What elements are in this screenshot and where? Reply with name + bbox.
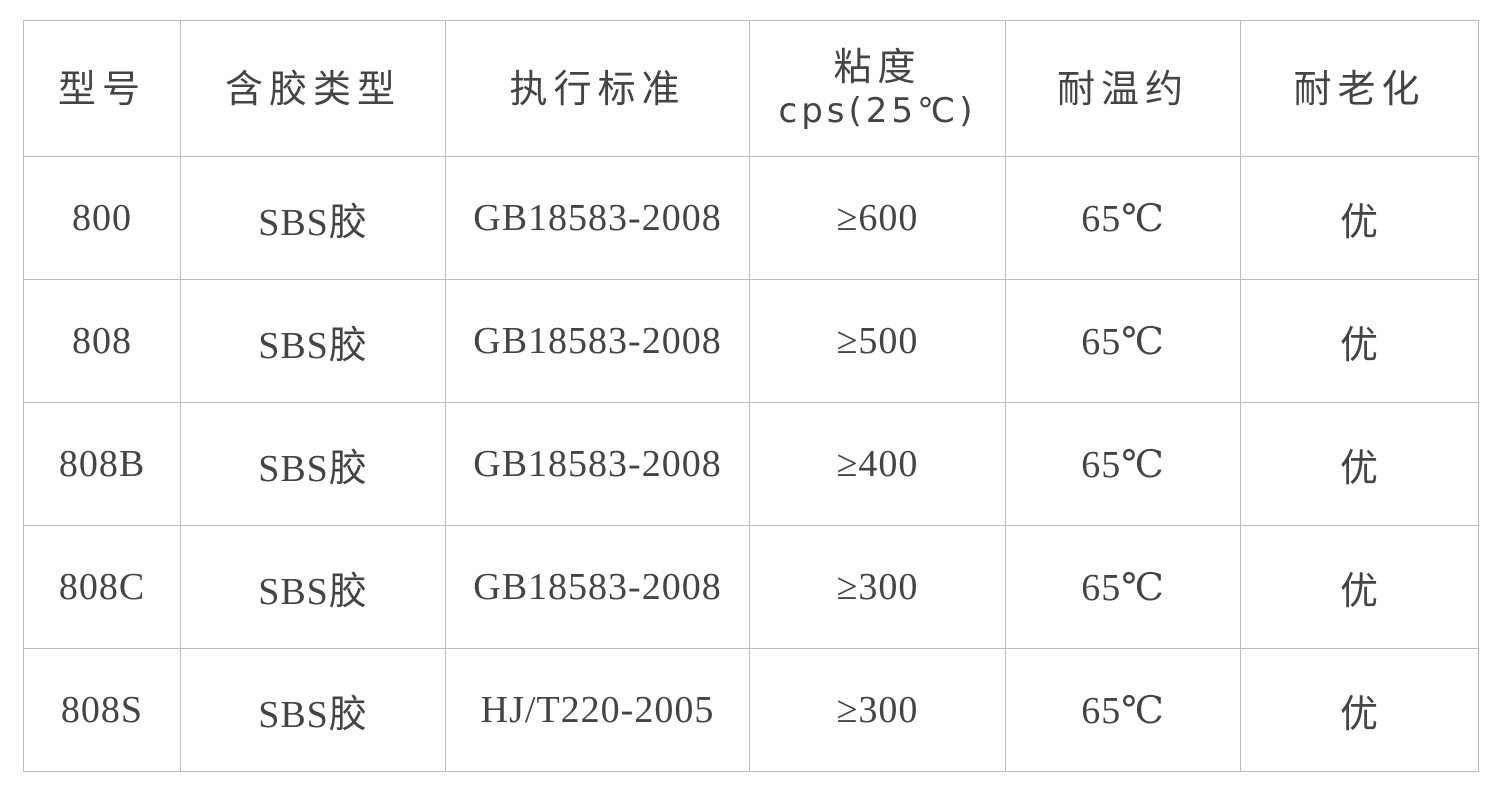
table-row: 808B SBS胶 GB18583-2008 ≥400 65℃ 优 [23, 402, 1479, 526]
cell-temperature: 65℃ [1005, 525, 1241, 649]
header-aging: 耐老化 [1240, 20, 1479, 157]
header-viscosity: 粘度 cps(25℃) [749, 20, 1006, 157]
header-glue-type: 含胶类型 [180, 20, 446, 157]
cell-glue-type: SBS胶 [180, 279, 446, 403]
cell-temperature: 65℃ [1005, 279, 1241, 403]
header-standard: 执行标准 [445, 20, 750, 157]
cell-model: 808B [23, 402, 181, 526]
table-row: 800 SBS胶 GB18583-2008 ≥600 65℃ 优 [23, 156, 1479, 280]
cell-standard: HJ/T220-2005 [445, 648, 750, 772]
cell-model: 808C [23, 525, 181, 649]
cell-standard: GB18583-2008 [445, 402, 750, 526]
product-spec-table: 型号 含胶类型 执行标准 粘度 cps(25℃) 耐温约 耐老化 800 SBS胶… [23, 20, 1479, 772]
cell-temperature: 65℃ [1005, 156, 1241, 280]
cell-temperature: 65℃ [1005, 402, 1241, 526]
table-row: 808 SBS胶 GB18583-2008 ≥500 65℃ 优 [23, 279, 1479, 403]
cell-glue-type: SBS胶 [180, 525, 446, 649]
cell-aging: 优 [1240, 525, 1479, 649]
cell-aging: 优 [1240, 648, 1479, 772]
cell-glue-type: SBS胶 [180, 402, 446, 526]
table-row: 808C SBS胶 GB18583-2008 ≥300 65℃ 优 [23, 525, 1479, 649]
header-viscosity-unit: cps(25℃) [778, 90, 977, 131]
cell-viscosity: ≥300 [749, 525, 1006, 649]
cell-standard: GB18583-2008 [445, 525, 750, 649]
cell-aging: 优 [1240, 156, 1479, 280]
cell-temperature: 65℃ [1005, 648, 1241, 772]
cell-viscosity: ≥600 [749, 156, 1006, 280]
cell-standard: GB18583-2008 [445, 156, 750, 280]
header-model: 型号 [23, 20, 181, 157]
cell-viscosity: ≥400 [749, 402, 1006, 526]
cell-viscosity: ≥500 [749, 279, 1006, 403]
cell-glue-type: SBS胶 [180, 156, 446, 280]
header-temperature: 耐温约 [1005, 20, 1241, 157]
cell-model: 808 [23, 279, 181, 403]
header-row: 型号 含胶类型 执行标准 粘度 cps(25℃) 耐温约 耐老化 [23, 20, 1479, 157]
cell-aging: 优 [1240, 279, 1479, 403]
cell-model: 800 [23, 156, 181, 280]
cell-model: 808S [23, 648, 181, 772]
cell-aging: 优 [1240, 402, 1479, 526]
header-viscosity-label: 粘度 [833, 44, 922, 89]
cell-viscosity: ≥300 [749, 648, 1006, 772]
table-row: 808S SBS胶 HJ/T220-2005 ≥300 65℃ 优 [23, 648, 1479, 772]
cell-standard: GB18583-2008 [445, 279, 750, 403]
cell-glue-type: SBS胶 [180, 648, 446, 772]
